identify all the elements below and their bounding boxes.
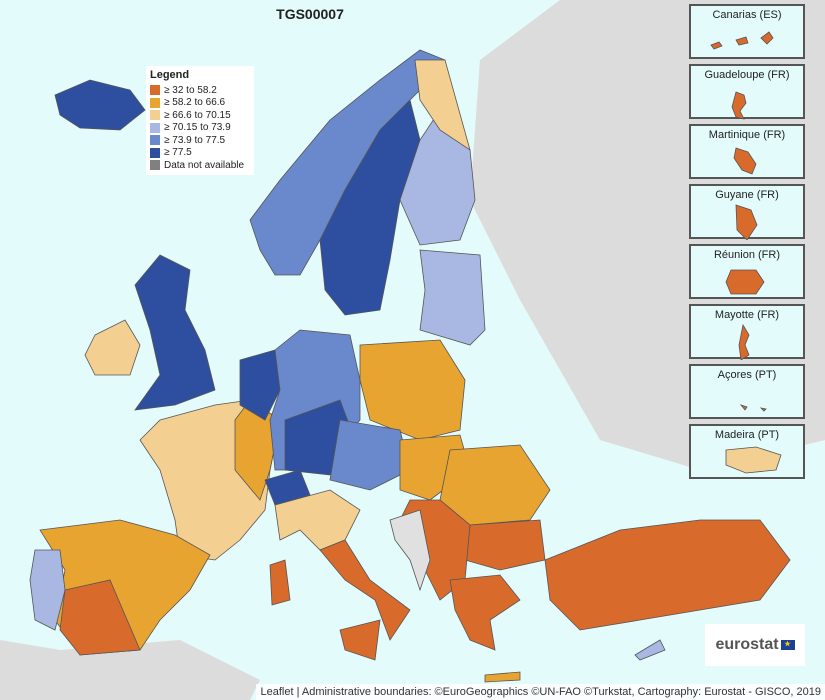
region-cyprus[interactable] [634,639,666,661]
legend-item: ≥ 70.15 to 73.9 [150,122,250,135]
eurostat-logo[interactable]: eurostat ★ [705,624,805,666]
attribution: Leaflet | Administrative boundaries: ©Eu… [256,684,825,700]
inset-region[interactable] [725,269,765,295]
inset-region[interactable] [710,31,774,50]
legend-swatch [150,147,160,158]
inset-map[interactable]: Mayotte (FR) [689,304,805,360]
legend-item: ≥ 32 to 58.2 [150,84,250,97]
inset-label: Mayotte (FR) [714,309,780,321]
inset-region[interactable] [739,404,767,412]
inset-map[interactable]: Açores (PT) [689,364,805,419]
legend-label: Data not available [164,159,245,171]
region-spain-south[interactable] [59,579,141,656]
legend-label: ≥ 70.15 to 73.9 [164,122,231,134]
region-finland[interactable] [399,109,476,246]
inset-map[interactable]: Réunion (FR) [689,244,805,299]
legend-label: ≥ 58.2 to 66.6 [164,97,226,109]
map-title: TGS00007 [276,6,344,22]
legend-item: ≥ 77.5 [150,147,250,160]
legend-swatch [150,135,160,146]
legend-title: Legend [150,69,190,81]
region-portugal[interactable] [29,549,66,631]
north-africa [0,640,260,700]
region-bulgaria[interactable] [464,519,546,571]
region-sardinia[interactable] [269,559,291,606]
inset-map[interactable]: Guadeloupe (FR) [689,64,805,120]
inset-region[interactable] [725,446,782,474]
region-benelux[interactable] [239,349,281,421]
inset-map[interactable]: Guyane (FR) [689,184,805,240]
legend-swatch [150,85,160,96]
legend-item: Data not available [150,159,250,172]
inset-region[interactable] [733,147,757,175]
inset-label: Martinique (FR) [708,129,786,141]
region-greece[interactable] [449,574,521,651]
inset-region[interactable] [738,323,750,360]
legend-swatch [150,97,160,108]
logo-text: eurostat [715,636,779,653]
legend-label: ≥ 66.6 to 70.15 [164,109,231,121]
inset-label: Açores (PT) [717,369,777,381]
legend-swatch [150,122,160,133]
legend: Legend ≥ 32 to 58.2 ≥ 58.2 to 66.6 ≥ 66.6 … [146,66,254,175]
region-romania[interactable] [439,444,551,526]
inset-label: Guadeloupe (FR) [704,69,790,81]
legend-item: ≥ 73.9 to 77.5 [150,134,250,147]
legend-label: ≥ 77.5 [164,147,192,159]
region-finland-north[interactable] [414,59,471,151]
region-turkey[interactable] [544,519,791,631]
inset-map[interactable]: Madeira (PT) [689,424,805,479]
inset-region[interactable] [731,91,747,120]
eu-flag-icon: ★ [780,640,795,650]
inset-label: Canarias (ES) [712,9,782,21]
region-italy-south[interactable] [319,539,411,641]
region-switzerland[interactable] [264,469,311,506]
region-czechia-austria[interactable] [329,419,411,491]
region-uk[interactable] [134,254,216,411]
region-poland[interactable] [359,339,466,441]
region-crete[interactable] [484,671,521,683]
legend-swatch [150,160,160,171]
inset-label: Réunion (FR) [713,249,781,261]
inset-map[interactable]: Canarias (ES) [689,4,805,59]
inset-label: Guyane (FR) [715,189,779,201]
legend-item: ≥ 58.2 to 66.6 [150,97,250,110]
legend-label: ≥ 32 to 58.2 [164,84,217,96]
region-sicily[interactable] [339,619,381,661]
region-ireland[interactable] [84,319,141,376]
legend-item: ≥ 66.6 to 70.15 [150,109,250,122]
inset-region[interactable] [735,204,758,240]
region-baltics[interactable] [419,249,486,346]
region-iceland[interactable] [54,79,146,131]
legend-swatch [150,110,160,121]
inset-label: Madeira (PT) [714,429,780,441]
legend-label: ≥ 73.9 to 77.5 [164,134,226,146]
inset-map[interactable]: Martinique (FR) [689,124,805,179]
region-balkans-na[interactable] [389,509,431,592]
